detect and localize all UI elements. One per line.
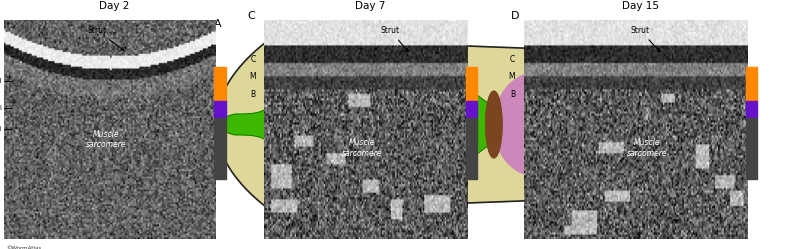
Text: Muscle
sarcomere: Muscle sarcomere [86, 130, 126, 149]
Text: C: C [510, 55, 515, 64]
Text: Medial: Medial [0, 105, 2, 111]
Text: M: M [509, 72, 515, 81]
Text: D: D [510, 11, 519, 21]
Text: ©WormAtlas: ©WormAtlas [6, 246, 42, 249]
Text: B: B [510, 90, 515, 99]
Polygon shape [216, 38, 584, 211]
Bar [214, 118, 226, 179]
Bar [466, 67, 477, 101]
Bar [466, 101, 477, 118]
Text: Day 15: Day 15 [622, 1, 659, 11]
Text: Basal: Basal [0, 126, 2, 132]
Text: M: M [250, 72, 256, 81]
Text: Day 2: Day 2 [99, 1, 130, 11]
Bar [746, 67, 757, 101]
Bar [746, 118, 757, 179]
Polygon shape [494, 73, 578, 176]
Bar [214, 101, 226, 118]
Text: B: B [250, 90, 256, 99]
Text: C: C [248, 11, 255, 21]
Polygon shape [486, 91, 502, 158]
Bar [466, 118, 477, 179]
Bar [746, 101, 757, 118]
Text: Cortical: Cortical [0, 78, 2, 84]
Text: Strut: Strut [631, 26, 660, 52]
Text: Muscle
sarcomere: Muscle sarcomere [627, 138, 667, 158]
Text: C: C [250, 55, 256, 64]
Bar [214, 67, 226, 101]
Polygon shape [216, 84, 584, 165]
Text: Strut: Strut [381, 26, 408, 52]
Text: Muscle
sarcomere: Muscle sarcomere [342, 138, 382, 158]
Text: A: A [214, 18, 222, 29]
Text: Day 7: Day 7 [355, 1, 386, 11]
Polygon shape [486, 91, 502, 158]
Text: Strut: Strut [88, 26, 124, 50]
